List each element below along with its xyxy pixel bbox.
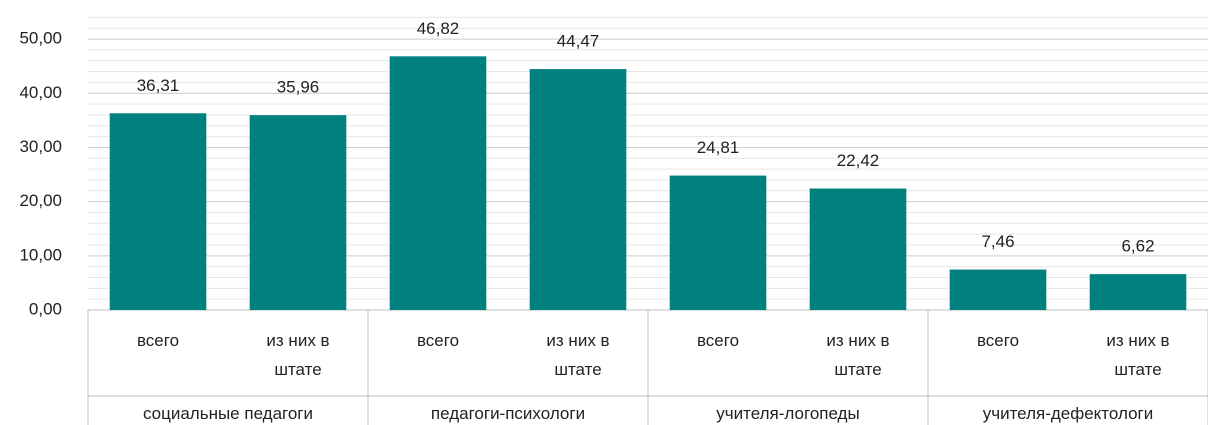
x-tick-label: из них в штате (826, 331, 890, 379)
bar (389, 56, 487, 311)
bar (249, 115, 347, 311)
data-label: 24,81 (697, 138, 740, 157)
data-label: 36,31 (137, 76, 180, 95)
y-tick-label: 50,00 (19, 29, 62, 48)
x-tick-label: всего (696, 331, 740, 350)
group-label: социальные педагоги (142, 404, 314, 423)
bar (1089, 274, 1187, 310)
data-label: 46,82 (417, 19, 460, 38)
group-label: учителя-дефектологи (982, 404, 1154, 423)
bar (809, 188, 907, 310)
data-label: 6,62 (1121, 237, 1154, 256)
data-label: 22,42 (837, 151, 880, 170)
bar (109, 113, 207, 311)
x-tick-label: из них в штате (266, 331, 330, 379)
group-label: педагоги-психологи (430, 404, 586, 423)
x-tick-label: всего (136, 331, 180, 350)
bar (949, 269, 1047, 310)
x-tick-label: всего (416, 331, 460, 350)
y-tick-label: 30,00 (19, 137, 62, 156)
x-tick-label: из них в штате (546, 331, 610, 379)
y-tick-label: 10,00 (19, 245, 62, 264)
group-label: учителя-логопеды (716, 404, 860, 423)
x-tick-label: всего (976, 331, 1020, 350)
y-tick-label: 0,00 (29, 299, 62, 318)
data-label: 44,47 (557, 32, 600, 51)
y-tick-label: 40,00 (19, 83, 62, 102)
data-label: 35,96 (277, 78, 320, 97)
bar (529, 69, 627, 310)
data-label: 7,46 (981, 232, 1014, 251)
x-tick-label: из них в штате (1106, 331, 1170, 379)
bar (669, 175, 767, 310)
y-tick-label: 20,00 (19, 191, 62, 210)
